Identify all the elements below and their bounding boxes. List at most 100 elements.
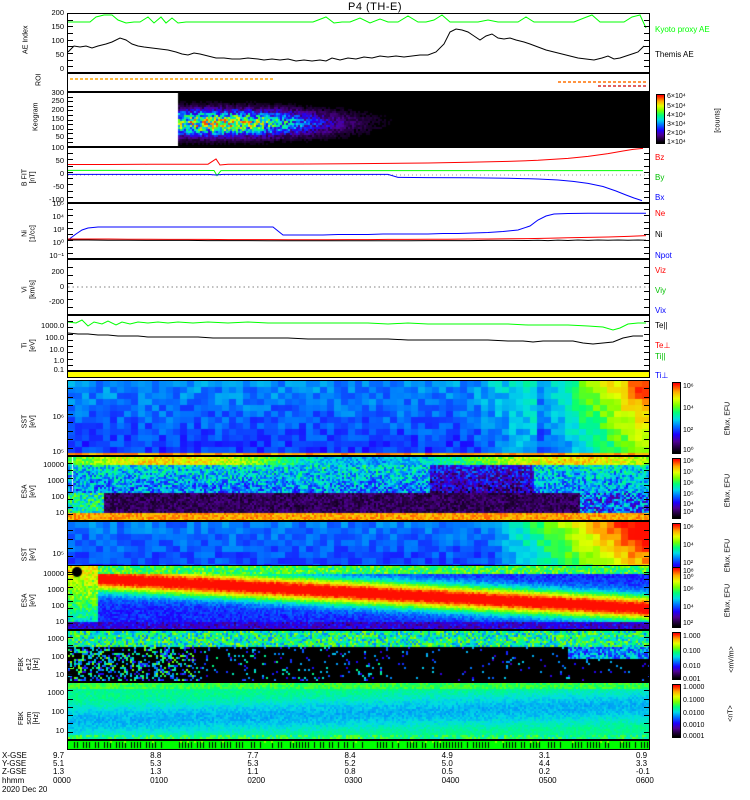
axis-col-x-gse: 0.9 [636, 751, 648, 760]
sste-ytick-1e5: 10⁵ [52, 447, 64, 456]
axis-tick [68, 46, 73, 48]
axis-tick [644, 59, 649, 61]
ni-ytick-1e0: 10⁰ [52, 238, 64, 247]
axis-tick [644, 579, 649, 581]
axis-tick [644, 209, 649, 211]
axis-tick [644, 46, 649, 48]
axis-tick [68, 608, 73, 610]
axis-col-y-gse: 5.1 [53, 759, 65, 768]
ssti-cb-label-2: 10² [683, 560, 694, 567]
axis-col-y-gse: 3.3 [636, 759, 648, 768]
keogram-ytick-250: 250 [51, 96, 64, 105]
axis-tick [68, 240, 73, 242]
esae-ytick-10000: 10000 [43, 460, 64, 469]
axis-tick [644, 652, 649, 654]
ssti-ytick-1e5: 10⁵ [52, 549, 64, 558]
keogram-colorbar [656, 94, 665, 144]
legend-kyoto-proxy-ae: Kyoto proxy AE [655, 25, 710, 34]
axis-col-z-gse: 1.3 [53, 767, 65, 776]
vi-ytick-m200: -200 [48, 297, 64, 306]
axis-tick [644, 333, 649, 335]
ni-ytick-1em1: 10⁻¹ [49, 251, 64, 260]
axis-tick [644, 133, 649, 135]
axis-tick [644, 299, 649, 300]
axis-tick [644, 321, 649, 323]
panel-bfit-ylabel: B FIT [nT] [21, 168, 37, 187]
axis-tick [644, 513, 649, 515]
axis-tick [68, 137, 73, 139]
axis-tick [644, 538, 649, 540]
axis-tick [68, 430, 73, 432]
esae-cb-unit: Eflux, EFU [724, 473, 732, 508]
axis-tick [68, 178, 73, 180]
axis-tick [644, 547, 649, 549]
vi-ytick-200: 200 [51, 267, 64, 276]
fbke-ytick-100: 100 [51, 652, 64, 661]
panel-roi [67, 73, 650, 92]
axis-col-z-gse: 1.3 [150, 767, 162, 776]
row-label-x-gse: X-GSE [2, 751, 27, 760]
axis-tick [68, 388, 73, 390]
axis-tick [644, 190, 649, 192]
axis-tick [68, 698, 73, 700]
axis-tick [68, 299, 73, 300]
axis-tick [68, 463, 73, 465]
sste-cb-label-0: 10⁶ [683, 383, 694, 390]
keogram-ytick-50: 50 [55, 132, 64, 141]
ti-ytick-10: 10.0 [49, 345, 64, 354]
bfit-ytick-100: 100 [51, 143, 64, 152]
axis-tick [644, 413, 649, 415]
axis-tick [644, 165, 649, 167]
axis-tick [644, 388, 649, 390]
axis-tick [68, 133, 73, 135]
sste-cb-label-1: 10⁴ [683, 405, 694, 412]
keogram-cb-label-2: 4×10⁴ [667, 112, 686, 119]
axis-tick [68, 439, 73, 441]
axis-tick [644, 96, 649, 98]
axis-tick [68, 352, 73, 354]
axis-tick [644, 405, 649, 407]
axis-tick [644, 119, 649, 121]
panel-esa-electron [67, 456, 650, 521]
panel-esa-i-ylabel: ESA [eV] [21, 593, 37, 608]
esae-ytick-10: 10 [55, 508, 64, 517]
axis-tick [68, 667, 73, 669]
fbks-cb-label-0: 1.0000 [683, 684, 705, 691]
esae-cb-label-5: 10³ [683, 509, 694, 516]
axis-tick [68, 252, 73, 254]
axis-tick [644, 184, 649, 186]
panel-ti-temperature [67, 315, 650, 371]
axis-tick [68, 572, 73, 574]
axis-col-x-gse: 4.9 [441, 751, 453, 760]
axis-tick [644, 463, 649, 465]
axis-tick [644, 477, 649, 479]
axis-tick [644, 283, 649, 284]
panel-fbk-scm [67, 682, 650, 740]
fbks-ytick-1000: 1000 [47, 688, 64, 697]
legend-ne: Ne [655, 209, 666, 218]
axis-tick [644, 622, 649, 624]
bfit-ytick-m50: -50 [53, 182, 64, 191]
legend-te-par: Te|| [655, 321, 668, 330]
axis-tick [68, 484, 73, 486]
axis-tick [644, 470, 649, 472]
ni-ytick-1e5: 10⁵ [52, 199, 64, 208]
axis-tick [644, 114, 649, 116]
esai-cb-label-2: 10⁴ [683, 604, 694, 611]
axis-tick [68, 227, 73, 229]
axis-tick [68, 499, 73, 501]
axis-tick [68, 59, 73, 61]
axis-tick [68, 593, 73, 595]
panel-b-fit [67, 147, 650, 203]
axis-tick [644, 128, 649, 130]
axis-tick [68, 19, 73, 21]
axis-tick [644, 715, 649, 717]
axis-tick [644, 586, 649, 588]
axis-tick [68, 513, 73, 515]
axis-tick [68, 33, 73, 34]
axis-tick [68, 723, 73, 725]
axis-tick [68, 547, 73, 549]
axis-tick [644, 33, 649, 34]
fbke-cb-label-1: 0.100 [683, 648, 701, 655]
axis-tick [644, 327, 649, 329]
